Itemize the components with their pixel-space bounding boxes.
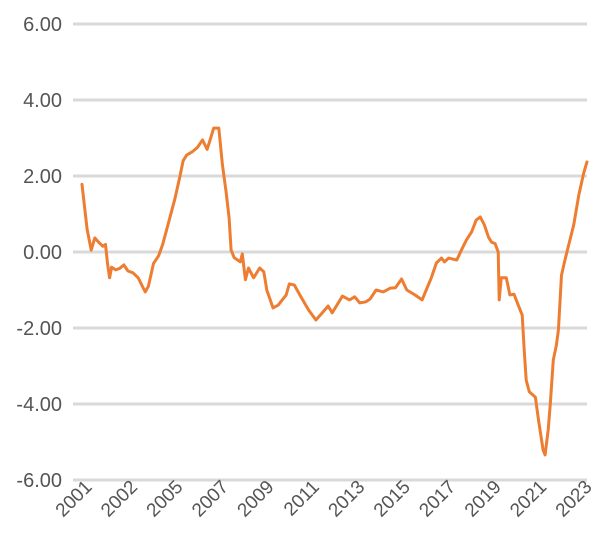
data-series-line (80, 126, 589, 457)
y-tick-label: -6.00 (16, 470, 62, 492)
x-tick-label: 2023 (552, 477, 597, 522)
x-tick-label: 2002 (97, 477, 142, 522)
x-tick-label: 2007 (188, 477, 233, 522)
x-tick-label: 2009 (234, 477, 279, 522)
x-tick-label: 2015 (370, 477, 415, 522)
x-axis-labels: 2001 2002 2005 2007 2009 2011 2013 2015 2017 2019… (52, 477, 597, 522)
y-tick-label: 2.00 (23, 166, 62, 188)
x-tick-label: 2011 (280, 477, 324, 521)
x-tick-label: 2005 (143, 477, 188, 522)
x-tick-label: 2017 (415, 477, 460, 522)
y-tick-label: 0.00 (23, 242, 62, 264)
y-tick-label: -2.00 (16, 318, 62, 340)
y-tick-label: -4.00 (16, 394, 62, 416)
gridlines (73, 22, 587, 482)
y-axis-labels: 6.00 4.00 2.00 0.00 -2.00 -4.00 -6.00 (16, 14, 62, 492)
x-tick-label: 2013 (325, 477, 370, 522)
x-tick-label: 2019 (461, 477, 506, 522)
y-tick-label: 6.00 (23, 14, 62, 36)
x-tick-label: 2021 (506, 477, 551, 522)
y-tick-label: 4.00 (23, 90, 62, 112)
